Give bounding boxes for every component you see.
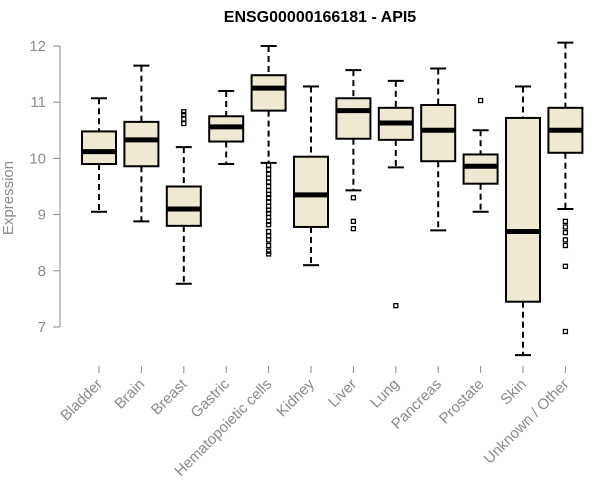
x-label-lung: Lung (367, 376, 403, 412)
box-iqr-hematopoietic-cells (250, 74, 287, 112)
outlier-unknown-other-0 (562, 218, 569, 224)
outlier-breast-0 (181, 120, 187, 127)
x-label-prostate: Prostate (436, 376, 488, 428)
outlier-breast-2 (181, 111, 187, 118)
box-bladder (81, 97, 117, 213)
x-label-brain: Brain (111, 376, 148, 413)
outlier-unknown-other-1 (562, 224, 569, 230)
outlier-unknown-other-2 (562, 229, 569, 236)
box-brain (123, 64, 160, 223)
outlier-hematopoietic-cells-20 (265, 248, 272, 254)
outlier-unknown-other-3 (562, 237, 569, 243)
outlier-breast-3 (181, 109, 187, 115)
y-tick-label-10: 10 (29, 150, 46, 167)
outlier-unknown-other-5 (562, 263, 569, 269)
outlier-lung-0 (393, 302, 399, 309)
outlier-hematopoietic-cells-4 (265, 179, 272, 185)
box-iqr-breast (165, 185, 202, 227)
y-tick-label-12: 12 (29, 38, 46, 55)
box-kidney (293, 85, 329, 267)
x-label-liver: Liver (325, 376, 360, 411)
x-label-skin: Skin (497, 376, 530, 409)
outlier-hematopoietic-cells-15 (265, 222, 272, 228)
y-tick-label-8: 8 (38, 263, 46, 280)
box-prostate (462, 97, 499, 213)
outlier-hematopoietic-cells-1 (265, 166, 272, 173)
box-hematopoietic-cells (250, 45, 287, 257)
box-series (81, 41, 584, 357)
outlier-unknown-other-4 (562, 242, 569, 249)
outlier-hematopoietic-cells-21 (265, 251, 272, 257)
box-iqr-skin (505, 116, 541, 303)
box-gastric (208, 89, 245, 166)
outlier-breast-1 (181, 116, 187, 122)
box-breast (165, 109, 202, 285)
y-tick-label-7: 7 (38, 319, 46, 336)
x-label-kidney: Kidney (273, 375, 318, 420)
box-lung (377, 79, 414, 309)
outlier-liver-2 (350, 225, 357, 232)
box-iqr-brain (123, 120, 160, 168)
box-iqr-kidney (293, 155, 329, 228)
outlier-hematopoietic-cells-18 (265, 237, 272, 243)
y-tick-label-11: 11 (30, 94, 46, 111)
outlier-liver-0 (350, 195, 357, 201)
box-iqr-prostate (462, 153, 499, 185)
y-axis-label: Expression (0, 161, 17, 235)
outlier-unknown-other-6 (562, 328, 569, 335)
box-iqr-bladder (81, 130, 117, 166)
outlier-liver-1 (350, 218, 357, 224)
outlier-prostate-0 (477, 97, 484, 104)
box-iqr-pancreas (420, 104, 457, 163)
y-axis: 7 8 9 10 11 12 (29, 38, 61, 336)
x-label-breast: Breast (148, 375, 191, 418)
box-iqr-liver (335, 97, 372, 140)
outlier-hematopoietic-cells-0 (265, 162, 272, 168)
box-unknown-other (547, 41, 584, 335)
y-tick-label-9: 9 (38, 207, 46, 224)
outlier-hematopoietic-cells-16 (265, 228, 272, 235)
box-skin (505, 85, 541, 357)
x-label-bladder: Bladder (57, 376, 106, 425)
outlier-hematopoietic-cells-19 (265, 242, 272, 249)
outlier-hematopoietic-cells-8 (265, 195, 272, 201)
box-pancreas (420, 67, 457, 232)
chart-title: ENSG00000166181 - API5 (224, 9, 417, 26)
box-liver (335, 69, 372, 232)
